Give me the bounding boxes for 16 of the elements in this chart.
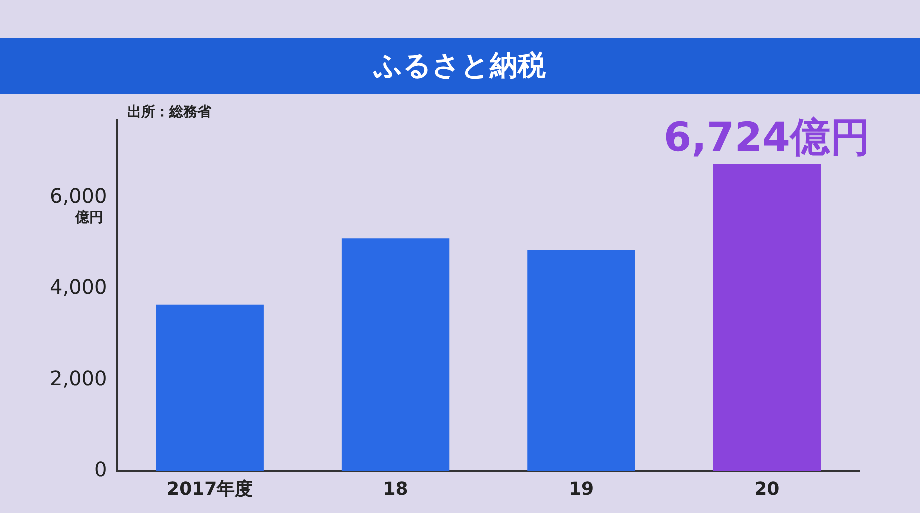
bar bbox=[528, 250, 636, 472]
y-axis-title: 億円 bbox=[74, 209, 104, 226]
data-label: 6,724億円 bbox=[664, 114, 870, 161]
x-tick-label: 20 bbox=[754, 478, 780, 500]
annotation: 出所：総務省 bbox=[127, 104, 212, 121]
x-tick-label: 18 bbox=[383, 478, 408, 500]
chart-title: ふるさと納税 bbox=[0, 38, 920, 94]
bar bbox=[713, 164, 822, 472]
y-tick-label: 4,000 bbox=[50, 275, 108, 300]
bar bbox=[342, 238, 450, 472]
x-tick-label: 2017年度 bbox=[167, 478, 254, 500]
y-tick-label: 2,000 bbox=[50, 366, 108, 390]
x-tick-label: 19 bbox=[568, 478, 594, 500]
bar bbox=[156, 304, 264, 472]
y-tick-label: 0 bbox=[94, 458, 108, 482]
y-tick-label: 6,000 bbox=[50, 184, 108, 208]
